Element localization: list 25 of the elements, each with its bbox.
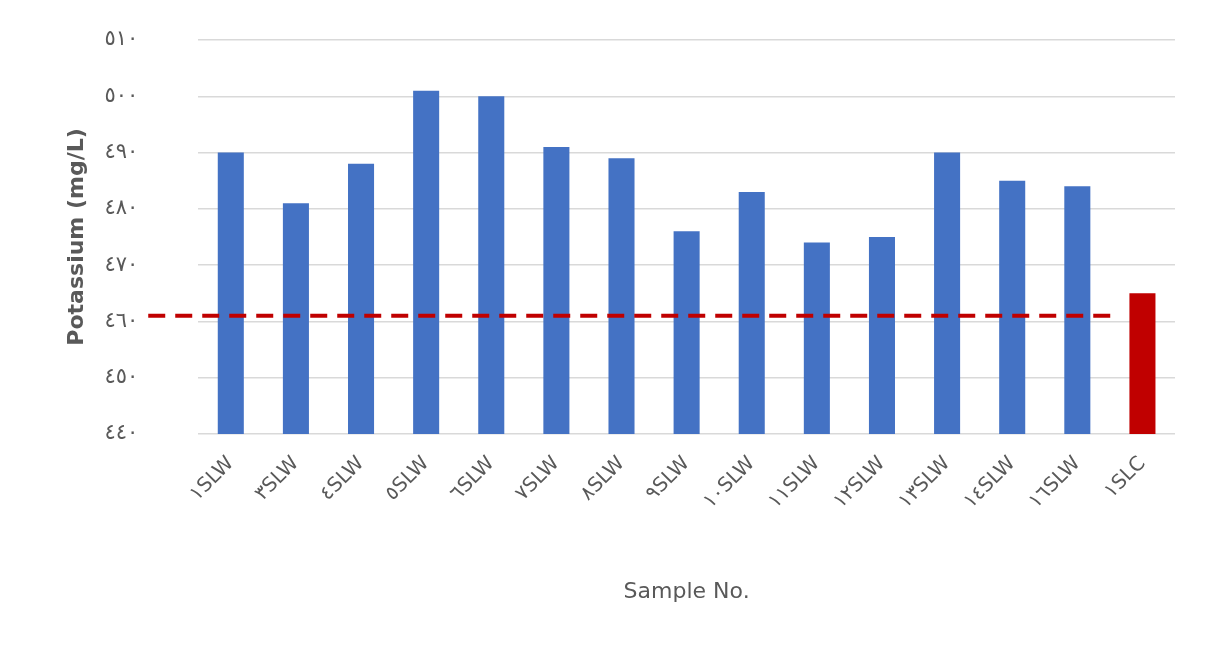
x-tick-label: ١٦SLW (1022, 450, 1085, 513)
y-tick-label: ٥٠٠ (104, 82, 139, 107)
y-tick-label: ٤٧٠ (104, 251, 139, 276)
y-tick-label: ٤٥٠ (104, 364, 139, 389)
x-tick-label: ٤SLW (314, 450, 369, 505)
y-axis-title: Potassium (mg/L) (62, 128, 88, 346)
x-tick-label: ٧SLW (509, 450, 564, 505)
x-axis-title: Sample No. (623, 577, 750, 603)
x-tick-label: ١٤SLW (957, 450, 1020, 513)
x-tick-label: ١٣SLW (892, 450, 955, 513)
y-tick-label: ٤٩٠ (104, 139, 139, 163)
x-tick-label: ١٢SLW (827, 450, 890, 513)
x-tick-label: ١١SLW (762, 450, 825, 513)
x-tick-label: ١SLW (183, 450, 239, 505)
x-tick-label: ١SLC (1098, 450, 1150, 502)
y-tick-label: ٤٨٠ (104, 195, 139, 220)
x-tick-label: ١٠SLW (697, 450, 760, 513)
x-tick-label: ٥SLW (379, 450, 434, 505)
y-tick-label: ٤٤٠ (104, 420, 139, 445)
x-tick-label: ٨SLW (574, 450, 629, 505)
y-tick-label: ٤٦٠ (104, 307, 139, 332)
x-tick-label: ٩SLW (639, 450, 694, 505)
x-tick-label: ٣SLW (249, 450, 304, 505)
y-tick-label: ٥١٠ (104, 26, 139, 51)
x-tick-label: ٦SLW (444, 450, 499, 505)
